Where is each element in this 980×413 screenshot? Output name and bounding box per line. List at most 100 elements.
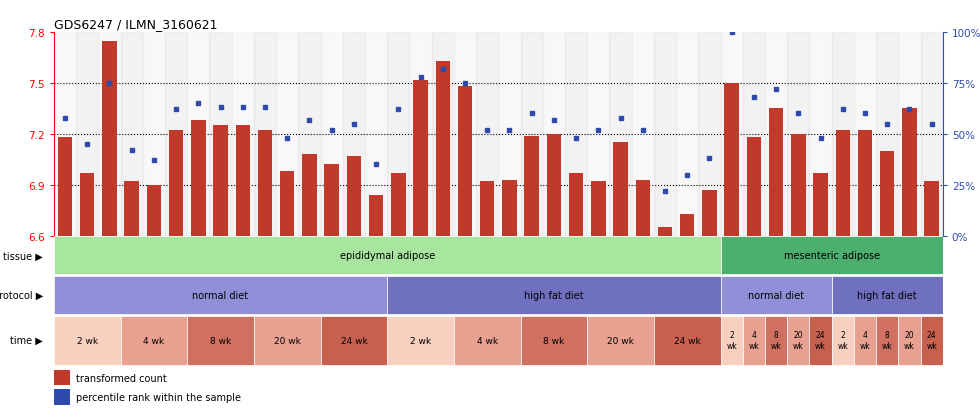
Bar (724, 84, 739, 236)
Text: 2
wk: 2 wk (837, 330, 848, 350)
Bar (836, 131, 850, 236)
Bar (391, 173, 406, 236)
Bar (743, 33, 765, 236)
Bar (458, 87, 472, 236)
Text: 24
wk: 24 wk (926, 330, 937, 350)
Bar (747, 138, 761, 236)
Bar (147, 185, 161, 236)
Bar (587, 316, 654, 365)
Text: 2
wk: 2 wk (726, 330, 737, 350)
Text: transformed count: transformed count (76, 373, 167, 383)
Bar (809, 33, 832, 236)
Bar (613, 143, 628, 236)
Bar (414, 81, 428, 236)
Bar (254, 316, 320, 365)
Bar (876, 316, 899, 365)
Bar (476, 33, 499, 236)
Text: high fat diet: high fat diet (858, 290, 917, 300)
Bar (547, 135, 562, 236)
Bar (431, 33, 454, 236)
Bar (258, 131, 272, 236)
Bar (347, 157, 361, 236)
Bar (903, 109, 916, 236)
Bar (587, 33, 610, 236)
Bar (832, 33, 854, 236)
Bar (435, 62, 450, 236)
Bar (121, 316, 187, 365)
Bar (832, 316, 854, 365)
Bar (231, 33, 254, 236)
Bar (876, 33, 899, 236)
Bar (632, 33, 654, 236)
Bar (214, 126, 227, 236)
Bar (699, 33, 720, 236)
Bar (187, 316, 254, 365)
Bar (387, 33, 410, 236)
Bar (787, 316, 809, 365)
Bar (320, 316, 387, 365)
Bar (54, 276, 387, 314)
Bar (502, 180, 516, 236)
Bar (636, 180, 650, 236)
Bar (703, 190, 716, 236)
Bar (480, 182, 495, 236)
Bar (387, 316, 454, 365)
Bar (280, 172, 294, 236)
Bar (720, 33, 743, 236)
Bar (720, 316, 743, 365)
Text: 20
wk: 20 wk (905, 330, 914, 350)
Text: 8 wk: 8 wk (210, 336, 231, 345)
Bar (54, 370, 70, 385)
Text: 24 wk: 24 wk (340, 336, 368, 345)
Bar (880, 152, 895, 236)
Bar (658, 228, 672, 236)
Text: 4 wk: 4 wk (476, 336, 498, 345)
Text: 24
wk: 24 wk (815, 330, 826, 350)
Bar (54, 33, 76, 236)
Bar (791, 135, 806, 236)
Bar (368, 195, 383, 236)
Bar (591, 182, 606, 236)
Text: epididymal adipose: epididymal adipose (340, 251, 435, 261)
Bar (769, 109, 783, 236)
Bar (676, 33, 699, 236)
Bar (899, 316, 920, 365)
Text: 4 wk: 4 wk (143, 336, 165, 345)
Bar (54, 237, 720, 275)
Bar (76, 33, 98, 236)
Text: 24 wk: 24 wk (674, 336, 701, 345)
Text: high fat diet: high fat diet (524, 290, 584, 300)
Bar (121, 33, 143, 236)
Bar (454, 33, 476, 236)
Text: 20 wk: 20 wk (273, 336, 301, 345)
Bar (610, 33, 632, 236)
Bar (187, 33, 210, 236)
Text: normal diet: normal diet (192, 290, 249, 300)
Bar (102, 41, 117, 236)
Bar (765, 33, 787, 236)
Text: 4
wk: 4 wk (859, 330, 870, 350)
Bar (499, 33, 520, 236)
Bar (524, 136, 539, 236)
Text: 8 wk: 8 wk (543, 336, 564, 345)
Bar (520, 33, 543, 236)
Bar (720, 237, 943, 275)
Bar (235, 126, 250, 236)
Text: tissue ▶: tissue ▶ (4, 251, 43, 261)
Text: 2 wk: 2 wk (410, 336, 431, 345)
Text: 2 wk: 2 wk (76, 336, 98, 345)
Bar (365, 33, 387, 236)
Bar (169, 131, 183, 236)
Bar (165, 33, 187, 236)
Bar (210, 33, 231, 236)
Bar (80, 173, 94, 236)
Text: 20
wk: 20 wk (793, 330, 804, 350)
Bar (654, 33, 676, 236)
Bar (765, 316, 787, 365)
Bar (543, 33, 565, 236)
Bar (654, 316, 720, 365)
Bar (320, 33, 343, 236)
Text: 8
wk: 8 wk (770, 330, 781, 350)
Bar (343, 33, 365, 236)
Text: time ▶: time ▶ (11, 335, 43, 345)
